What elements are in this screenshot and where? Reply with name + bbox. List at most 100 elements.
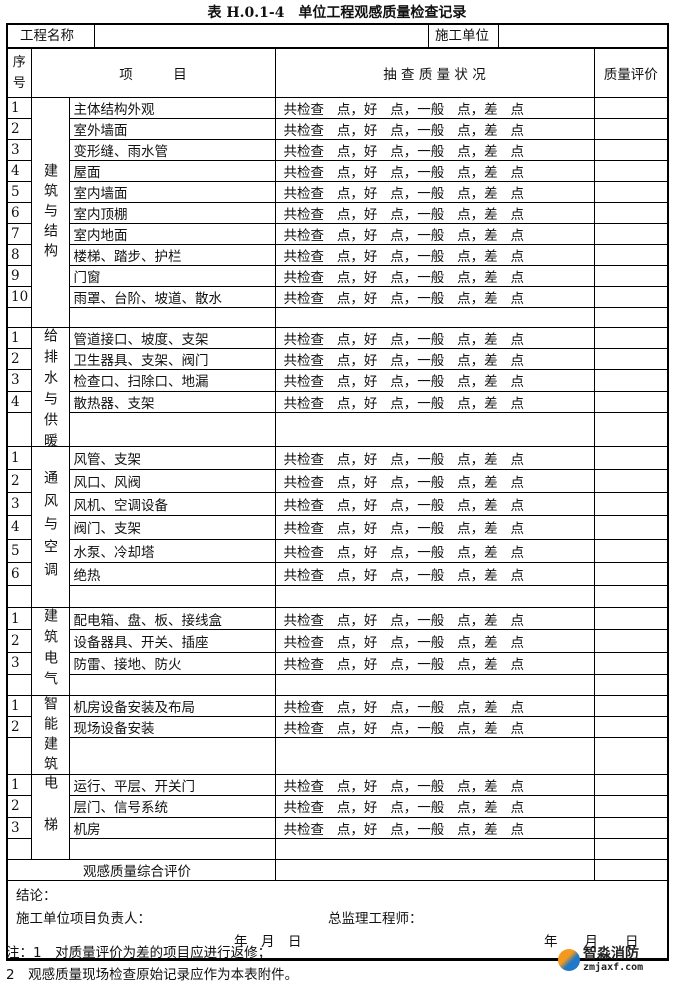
check-status[interactable]: 共检查 点，好 点，一般 点，差 点 <box>274 795 595 818</box>
conclusion-cell[interactable]: 结论： 施工单位项目负责人： 总监理工程师： 年 月 日 年 月 日 <box>8 880 667 959</box>
check-status[interactable]: 共检查 点，好 点，一般 点，差 点 <box>274 223 595 245</box>
row-number: 3 <box>8 139 32 161</box>
row-number: 4 <box>8 390 32 413</box>
logo-name: 智淼消防 <box>583 946 639 962</box>
check-status[interactable]: 共检查 点，好 点，一般 点，差 点 <box>274 286 595 308</box>
blank-cell[interactable] <box>593 737 667 775</box>
item-name: 现场设备安装 <box>68 716 276 738</box>
check-status[interactable]: 共检查 点，好 点，一般 点，差 点 <box>274 160 595 182</box>
check-status[interactable]: 共检查 点，好 点，一般 点，差 点 <box>274 202 595 224</box>
row-number: 4 <box>8 515 32 540</box>
quality-eval-cell[interactable] <box>593 445 667 471</box>
item-name: 机房 <box>68 816 276 839</box>
check-status[interactable]: 共检查 点，好 点，一般 点，差 点 <box>274 181 595 203</box>
quality-eval-cell[interactable] <box>593 695 667 717</box>
quality-eval-cell[interactable] <box>593 492 667 517</box>
check-status[interactable]: 共检查 点，好 点，一般 点，差 点 <box>274 606 595 631</box>
quality-eval-cell[interactable] <box>593 97 667 119</box>
blank-cell[interactable] <box>68 737 276 775</box>
quality-eval-cell[interactable] <box>593 160 667 182</box>
quality-eval-cell[interactable] <box>593 244 667 266</box>
blank-cell[interactable] <box>68 837 276 861</box>
quality-eval-cell[interactable] <box>593 716 667 738</box>
summary-eval[interactable] <box>593 859 667 881</box>
check-status[interactable]: 共检查 点，好 点，一般 点，差 点 <box>274 695 595 717</box>
blank-cell[interactable] <box>68 411 276 448</box>
check-status[interactable]: 共检查 点，好 点，一般 点，差 点 <box>274 265 595 287</box>
quality-eval-cell[interactable] <box>593 606 667 631</box>
blank-cell[interactable] <box>274 837 595 861</box>
check-status[interactable]: 共检查 点，好 点，一般 点，差 点 <box>274 773 595 797</box>
quality-eval-cell[interactable] <box>593 118 667 140</box>
quality-eval-cell[interactable] <box>593 139 667 161</box>
check-status[interactable]: 共检查 点，好 点，一般 点，差 点 <box>274 118 595 140</box>
category-cell: 电梯 <box>30 774 70 860</box>
check-status[interactable]: 共检查 点，好 点，一般 点，差 点 <box>274 816 595 839</box>
item-name: 风口、风阀 <box>68 469 276 494</box>
contractor-date: 年 月 日 <box>234 934 302 950</box>
item-name: 屋面 <box>68 160 276 182</box>
quality-eval-cell[interactable] <box>593 390 667 413</box>
check-status[interactable]: 共检查 点，好 点，一般 点，差 点 <box>274 538 595 563</box>
check-status[interactable]: 共检查 点，好 点，一般 点，差 点 <box>274 348 595 371</box>
item-name: 卫生器具、支架、阀门 <box>68 348 276 371</box>
check-status[interactable]: 共检查 点，好 点，一般 点，差 点 <box>274 139 595 161</box>
quality-eval-cell[interactable] <box>593 795 667 818</box>
quality-eval-cell[interactable] <box>593 538 667 563</box>
category-label: 建筑与结构 <box>42 162 58 263</box>
blank-cell[interactable] <box>593 584 667 609</box>
blank-cell[interactable] <box>68 584 276 609</box>
blank-cell[interactable] <box>274 411 595 448</box>
check-status[interactable]: 共检查 点，好 点，一般 点，差 点 <box>274 492 595 517</box>
blank-cell[interactable] <box>593 837 667 861</box>
quality-eval-cell[interactable] <box>593 326 667 350</box>
quality-eval-cell[interactable] <box>593 515 667 540</box>
item-name: 机房设备安装及布局 <box>68 695 276 717</box>
project-name-field[interactable] <box>95 25 429 47</box>
blank-cell[interactable] <box>274 673 595 697</box>
quality-eval-cell[interactable] <box>593 286 667 308</box>
check-status[interactable]: 共检查 点，好 点，一般 点，差 点 <box>274 326 595 350</box>
check-status[interactable]: 共检查 点，好 点，一般 点，差 点 <box>274 97 595 119</box>
quality-eval-cell[interactable] <box>593 223 667 245</box>
check-status[interactable]: 共检查 点，好 点，一般 点，差 点 <box>274 369 595 392</box>
blank-cell[interactable] <box>274 307 595 328</box>
contractor-sign-label: 施工单位项目负责人： <box>16 911 151 927</box>
check-status[interactable]: 共检查 点，好 点，一般 点，差 点 <box>274 716 595 738</box>
check-status[interactable]: 共检查 点，好 点，一般 点，差 点 <box>274 390 595 413</box>
check-status[interactable]: 共检查 点，好 点，一般 点，差 点 <box>274 651 595 675</box>
summary-label: 观感质量综合评价 <box>8 859 276 881</box>
check-status[interactable]: 共检查 点，好 点，一般 点，差 点 <box>274 469 595 494</box>
category-cell: 通风与空调 <box>30 446 70 608</box>
blank-cell[interactable] <box>68 673 276 697</box>
quality-eval-cell[interactable] <box>593 773 667 797</box>
quality-eval-cell[interactable] <box>593 561 667 586</box>
check-status[interactable]: 共检查 点，好 点，一般 点，差 点 <box>274 561 595 586</box>
item-name: 变形缝、雨水管 <box>68 139 276 161</box>
note-1: 注：1 对质量评价为差的项目应进行返修； <box>6 945 272 961</box>
blank-cell[interactable] <box>274 737 595 775</box>
summary-field[interactable] <box>274 859 595 881</box>
blank-cell[interactable] <box>274 584 595 609</box>
check-status[interactable]: 共检查 点，好 点，一般 点，差 点 <box>274 244 595 266</box>
quality-eval-cell[interactable] <box>593 651 667 675</box>
check-status[interactable]: 共检查 点，好 点，一般 点，差 点 <box>274 445 595 471</box>
quality-eval-cell[interactable] <box>593 816 667 839</box>
quality-eval-cell[interactable] <box>593 629 667 653</box>
contractor-field[interactable] <box>499 25 667 47</box>
quality-eval-cell[interactable] <box>593 348 667 371</box>
check-status[interactable]: 共检查 点，好 点，一般 点，差 点 <box>274 629 595 653</box>
quality-eval-cell[interactable] <box>593 265 667 287</box>
quality-eval-cell[interactable] <box>593 369 667 392</box>
blank-cell[interactable] <box>593 673 667 697</box>
quality-eval-cell[interactable] <box>593 469 667 494</box>
blank-cell[interactable] <box>593 411 667 448</box>
row-number: 7 <box>8 223 32 245</box>
row-number: 2 <box>8 716 32 738</box>
table-row: 9 门窗 共检查 点，好 点，一般 点，差 点 <box>8 265 667 287</box>
quality-eval-cell[interactable] <box>593 202 667 224</box>
blank-cell[interactable] <box>593 307 667 328</box>
check-status[interactable]: 共检查 点，好 点，一般 点，差 点 <box>274 515 595 540</box>
blank-cell[interactable] <box>68 307 276 328</box>
quality-eval-cell[interactable] <box>593 181 667 203</box>
